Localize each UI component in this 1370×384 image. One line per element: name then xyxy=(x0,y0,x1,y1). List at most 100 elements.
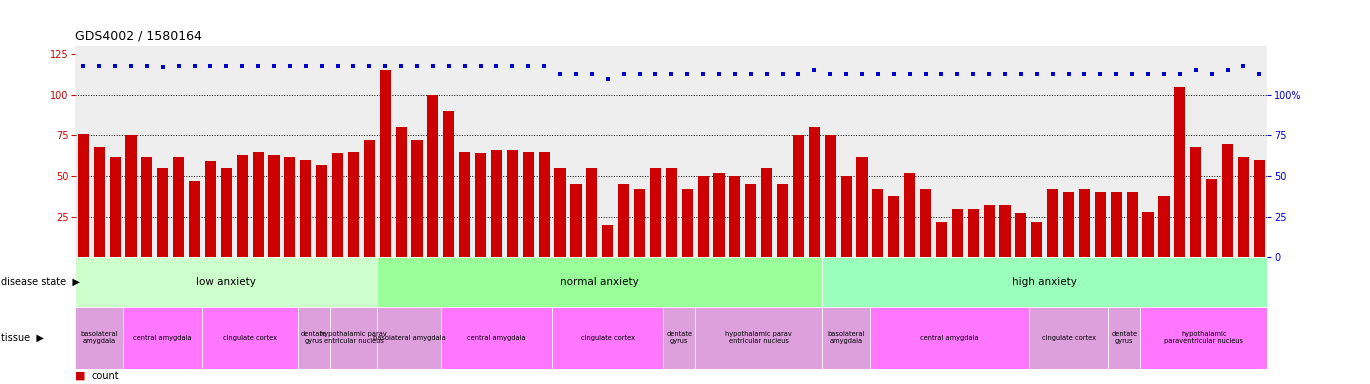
Bar xyxy=(1238,157,1249,257)
Text: cingulate cortex: cingulate cortex xyxy=(223,335,277,341)
Point xyxy=(518,63,540,69)
Bar xyxy=(1047,189,1058,257)
Point xyxy=(612,71,634,77)
Point xyxy=(1169,71,1191,77)
Point xyxy=(311,63,333,69)
Bar xyxy=(555,168,566,257)
Bar xyxy=(141,157,152,257)
Point xyxy=(422,63,444,69)
Bar xyxy=(396,127,407,257)
Bar xyxy=(618,184,629,257)
Bar xyxy=(330,307,377,369)
Point xyxy=(867,71,889,77)
Text: normal anxiety: normal anxiety xyxy=(560,277,640,287)
Bar xyxy=(364,140,375,257)
Text: basolateral amygdala: basolateral amygdala xyxy=(373,335,445,341)
Point xyxy=(1010,71,1032,77)
Point xyxy=(501,63,523,69)
Point xyxy=(771,71,793,77)
Point xyxy=(247,63,269,69)
Point xyxy=(1058,71,1080,77)
Point xyxy=(549,71,571,77)
Text: dentate
gyrus: dentate gyrus xyxy=(300,331,327,344)
Text: central amygdala: central amygdala xyxy=(133,335,192,341)
Point xyxy=(104,63,126,69)
Point xyxy=(184,63,206,69)
Bar xyxy=(110,157,121,257)
Point xyxy=(1074,71,1096,77)
Bar xyxy=(745,184,756,257)
Bar xyxy=(1254,160,1265,257)
Bar xyxy=(221,168,232,257)
Point xyxy=(723,71,745,77)
Bar xyxy=(206,161,216,257)
Bar xyxy=(377,257,822,307)
Point xyxy=(359,63,381,69)
Bar xyxy=(427,95,438,257)
Bar xyxy=(490,150,501,257)
Bar xyxy=(793,136,804,257)
Bar xyxy=(523,152,534,257)
Point xyxy=(882,71,904,77)
Point xyxy=(152,64,174,70)
Point xyxy=(167,63,189,69)
Bar xyxy=(984,205,995,257)
Point xyxy=(803,67,825,73)
Text: basolateral
amygdala: basolateral amygdala xyxy=(81,331,118,344)
Bar xyxy=(1191,147,1201,257)
Bar xyxy=(123,307,203,369)
Point xyxy=(1137,71,1159,77)
Bar xyxy=(873,189,884,257)
Bar xyxy=(762,168,773,257)
Bar xyxy=(822,257,1267,307)
Point xyxy=(533,63,555,69)
Point xyxy=(564,71,586,77)
Point xyxy=(930,71,952,77)
Bar xyxy=(1095,192,1106,257)
Bar xyxy=(649,168,660,257)
Bar xyxy=(682,189,693,257)
Point xyxy=(978,71,1000,77)
Bar xyxy=(441,307,552,369)
Point xyxy=(915,71,937,77)
Bar xyxy=(841,176,852,257)
Bar xyxy=(285,157,296,257)
Point xyxy=(1041,71,1063,77)
Bar xyxy=(870,307,1029,369)
Bar xyxy=(507,150,518,257)
Point xyxy=(677,71,699,77)
Bar xyxy=(1063,192,1074,257)
Bar xyxy=(316,165,327,257)
Bar xyxy=(475,153,486,257)
Bar xyxy=(808,127,819,257)
Point xyxy=(406,63,427,69)
Bar xyxy=(379,70,390,257)
Bar xyxy=(237,155,248,257)
Bar xyxy=(570,184,581,257)
Bar xyxy=(729,176,740,257)
Point xyxy=(1185,67,1207,73)
Point xyxy=(962,71,984,77)
Point xyxy=(819,71,841,77)
Text: central amygdala: central amygdala xyxy=(921,335,978,341)
Text: disease state  ▶: disease state ▶ xyxy=(1,277,81,287)
Bar xyxy=(1222,144,1233,257)
Point xyxy=(342,63,364,69)
Bar xyxy=(1108,307,1140,369)
Point xyxy=(200,63,222,69)
Bar xyxy=(1143,212,1154,257)
Bar xyxy=(377,307,441,369)
Bar xyxy=(952,209,963,257)
Point xyxy=(740,71,762,77)
Bar xyxy=(921,189,932,257)
Bar xyxy=(777,184,788,257)
Bar xyxy=(697,176,708,257)
Bar xyxy=(444,111,455,257)
Bar xyxy=(822,307,870,369)
Text: hypothalamic parav
entricular nucleus: hypothalamic parav entricular nucleus xyxy=(321,331,386,344)
Text: cingulate cortex: cingulate cortex xyxy=(581,335,634,341)
Bar xyxy=(203,307,297,369)
Text: basolateral
amygdala: basolateral amygdala xyxy=(827,331,864,344)
Bar xyxy=(552,307,663,369)
Point xyxy=(629,71,651,77)
